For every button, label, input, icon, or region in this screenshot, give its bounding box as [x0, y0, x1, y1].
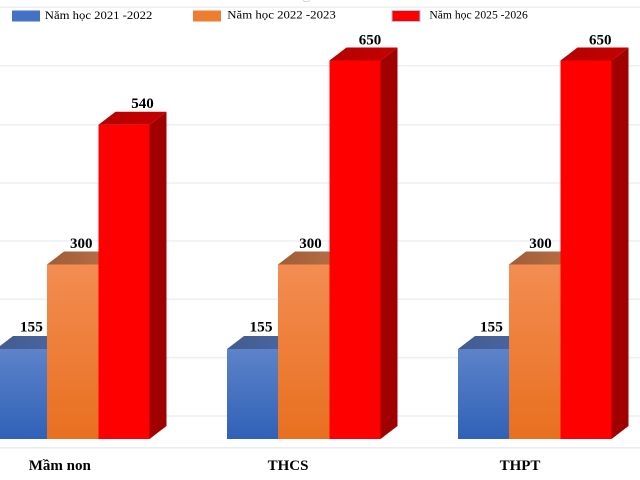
- svg-text:300: 300: [529, 236, 552, 252]
- svg-text:155: 155: [480, 320, 503, 336]
- svg-text:540: 540: [131, 96, 154, 112]
- svg-text:Năm học 2025 -2026: Năm học 2025 -2026: [429, 10, 528, 22]
- svg-text:650: 650: [359, 32, 382, 48]
- svg-text:THCS: THCS: [268, 458, 309, 474]
- svg-text:650: 650: [589, 32, 612, 48]
- svg-text:Mầm non: Mầm non: [29, 458, 92, 474]
- svg-text:300: 300: [299, 236, 322, 252]
- svg-text:300: 300: [70, 236, 93, 252]
- svg-text:155: 155: [250, 320, 273, 336]
- svg-text:THPT: THPT: [500, 458, 541, 474]
- svg-text:Năm học 2022 -2023: Năm học 2022 -2023: [227, 9, 336, 21]
- svg-text:155: 155: [20, 320, 43, 336]
- svg-text:Năm học 2021 -2022: Năm học 2021 -2022: [45, 10, 153, 22]
